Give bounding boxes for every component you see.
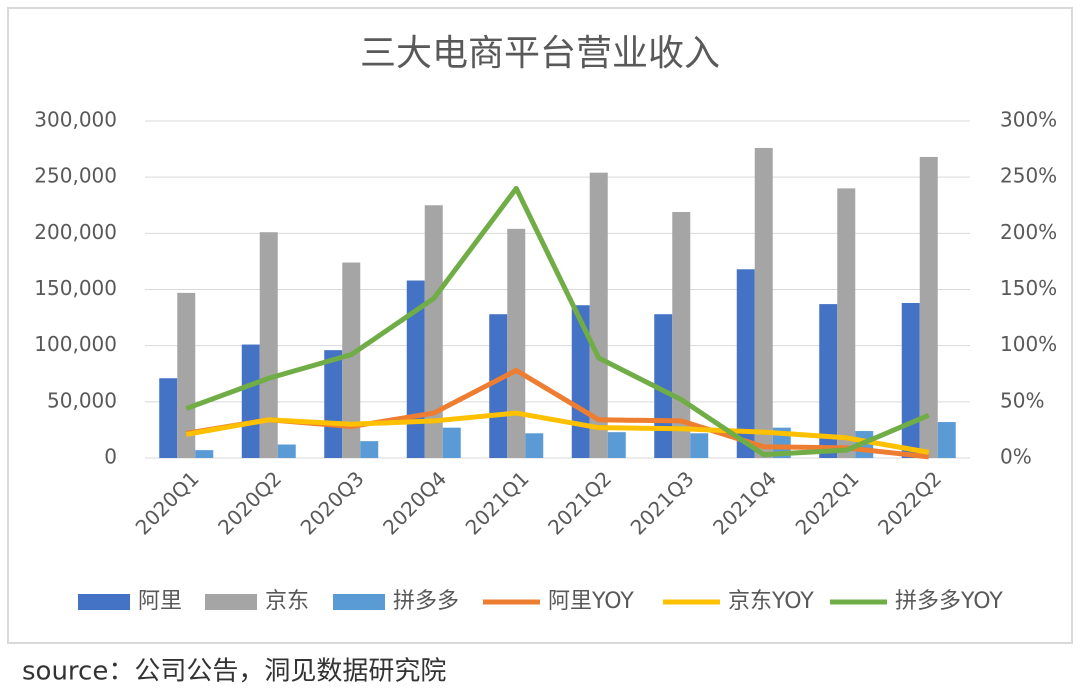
y2-tick-label: 300% (1000, 108, 1057, 132)
legend-label: 拼多多 (393, 589, 459, 614)
bar (837, 188, 856, 458)
line-series (185, 410, 930, 455)
bar (937, 422, 956, 458)
bar (819, 304, 838, 458)
bar (159, 378, 178, 458)
bar (442, 427, 461, 458)
bar (241, 344, 260, 458)
bar (525, 433, 544, 458)
y-tick-label: 250,000 (34, 164, 117, 188)
bar (736, 269, 755, 458)
source-note: source：公司公告，洞见数据研究院 (22, 657, 446, 687)
legend-swatch (78, 594, 130, 610)
y2-tick-label: 50% (1000, 388, 1044, 412)
y-tick-label: 150,000 (34, 276, 117, 300)
bar (360, 441, 379, 458)
y-tick-label: 300,000 (34, 108, 117, 132)
bar (324, 350, 343, 458)
legend-label: 京东 (265, 589, 309, 614)
bar (571, 305, 590, 458)
y2-tick-label: 150% (1000, 276, 1057, 300)
y-tick-label: 0 (104, 445, 117, 469)
bar (195, 450, 214, 458)
bar (607, 432, 626, 458)
bar (507, 228, 526, 458)
y2-tick-label: 100% (1000, 332, 1057, 356)
legend-swatch (333, 594, 385, 610)
legend-label: 阿里 (138, 589, 182, 614)
bar (690, 433, 709, 458)
bar (177, 292, 196, 458)
y2-tick-label: 200% (1000, 220, 1057, 244)
y-tick-label: 200,000 (34, 220, 117, 244)
y-tick-label: 50,000 (47, 388, 117, 412)
bar (424, 205, 443, 458)
bar (919, 156, 938, 459)
chart-title: 三大电商平台营业收入 (360, 33, 720, 74)
bar (754, 147, 773, 458)
bar (342, 262, 361, 458)
bar (901, 302, 920, 458)
legend-label: 拼多多YOY (895, 589, 1003, 614)
legend-swatch (205, 594, 257, 610)
legend-label: 阿里YOY (548, 589, 634, 614)
bar (589, 172, 608, 458)
line-series (185, 185, 930, 458)
bar (277, 444, 296, 458)
y2-tick-label: 250% (1000, 164, 1057, 188)
bar (259, 232, 278, 458)
y-tick-label: 100,000 (34, 332, 117, 356)
legend-label: 京东YOY (728, 589, 814, 614)
bar (489, 314, 508, 458)
y2-tick-label: 0% (1000, 445, 1032, 469)
